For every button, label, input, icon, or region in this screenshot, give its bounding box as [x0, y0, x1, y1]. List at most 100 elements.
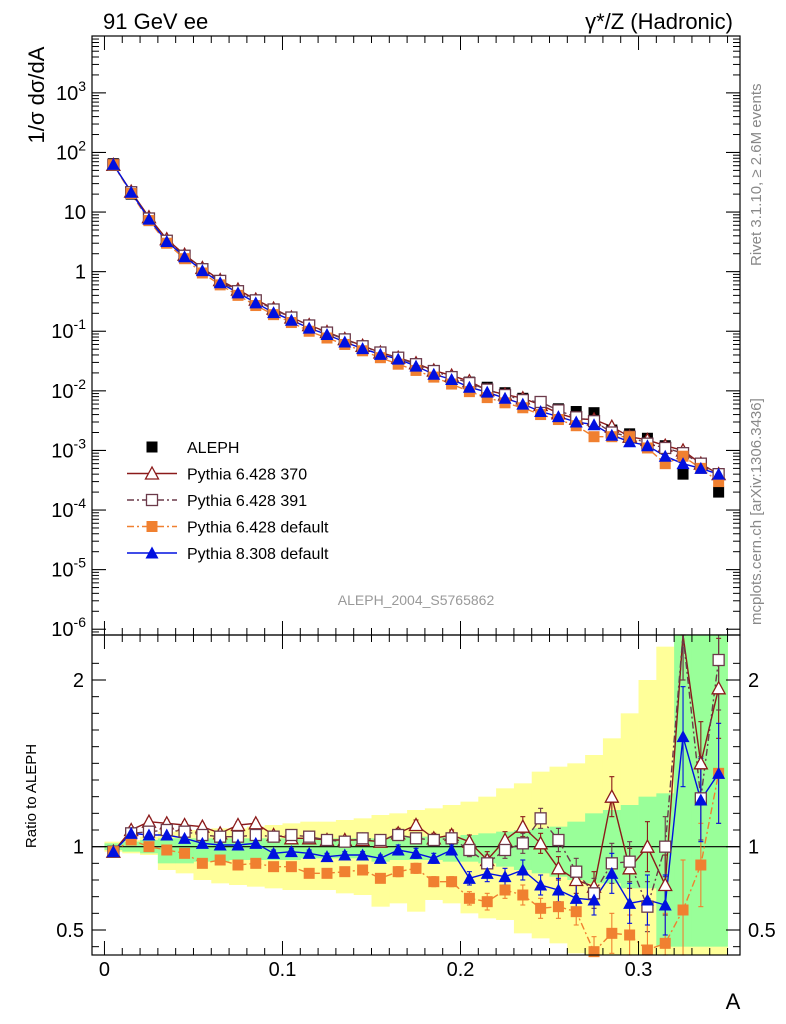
y-tick-label: 10-3: [51, 435, 86, 462]
ratio-point: [712, 766, 726, 779]
main-point: [462, 380, 476, 393]
ratio-point: [498, 843, 512, 857]
ratio-point: [213, 838, 227, 851]
main-point: [231, 286, 245, 299]
ratio-point: [624, 929, 636, 941]
main-ylabel: 1/σ dσ/dA: [24, 46, 49, 143]
ratio-y-tick-label: 0.5: [56, 920, 84, 942]
header-left: 91 GeV ee: [103, 9, 208, 34]
ratio-point: [499, 884, 511, 896]
ratio-point: [659, 937, 671, 949]
main-panel: 10-6 10-5 10-4 10-3 10-2 10-1 1 10 102 103: [51, 35, 741, 641]
ratio-point: [445, 832, 458, 845]
y-tick-label: 10-6: [51, 614, 86, 641]
main-point: [284, 313, 298, 326]
main-series-line: [112, 164, 719, 475]
ratio-point: [446, 876, 458, 888]
ratio-point: [534, 812, 547, 825]
ratio-point: [373, 851, 387, 864]
legend-marker: [144, 465, 160, 480]
ratio-point: [320, 833, 334, 847]
ratio-point: [569, 891, 583, 904]
ratio-point: [408, 817, 424, 832]
y-tick-label: 103: [56, 78, 86, 105]
ratio-point: [409, 832, 423, 845]
ratio-point: [230, 817, 246, 832]
legend-label: Pythia 8.308 default: [187, 546, 329, 563]
ratio-point: [517, 889, 529, 901]
main-point: [516, 397, 530, 410]
ratio-point: [268, 861, 280, 873]
main-point: [694, 461, 708, 474]
ratio-point: [639, 838, 656, 853]
main-point: [713, 486, 725, 498]
main-point: [677, 450, 689, 462]
ratio-point: [570, 865, 583, 878]
ratio-point: [605, 866, 619, 879]
main-point: [587, 418, 601, 431]
main-point: [427, 367, 441, 380]
ratio-point: [463, 843, 476, 857]
ratio-point: [428, 876, 440, 888]
ratio-point: [711, 680, 727, 695]
ratio-point: [623, 855, 636, 868]
ratio-point: [533, 835, 549, 850]
legend: ALEPH Pythia 6.428 370 Pythia 6.428 391 Pyt…: [127, 440, 329, 563]
stat-band-segment: [674, 635, 693, 947]
ratio-point: [515, 818, 531, 833]
main-point: [249, 296, 263, 309]
ratio-point: [284, 845, 298, 858]
ratio-y-tick-label: 1: [748, 837, 759, 859]
ratio-point: [338, 835, 351, 848]
ratio-point: [285, 861, 297, 873]
ratio-point: [480, 866, 494, 879]
ratio-point: [178, 831, 192, 844]
ratio-point: [604, 788, 620, 803]
ratio-frame: [91, 634, 741, 956]
ratio-point: [303, 830, 316, 843]
ratio-point: [141, 813, 157, 828]
main-point: [195, 264, 209, 277]
ratio-point: [427, 833, 440, 847]
ratio-point: [409, 846, 423, 859]
main-point: [605, 428, 619, 441]
legend-label: ALEPH: [187, 440, 239, 457]
ratio-point: [552, 901, 564, 913]
ratio-point: [640, 893, 654, 906]
main-point: [498, 391, 512, 404]
ratio-point: [106, 845, 120, 858]
main-point: [569, 415, 583, 428]
main-point: [106, 157, 120, 170]
ratio-point: [535, 902, 547, 914]
ratio-point: [516, 863, 530, 876]
ratio-point: [551, 883, 565, 896]
ratio-point: [142, 828, 156, 841]
ratio-point: [587, 893, 601, 906]
ratio-point: [195, 836, 209, 849]
ratio-point: [267, 846, 281, 859]
main-series-line: [112, 164, 719, 475]
y-tick-label: 102: [56, 137, 86, 164]
ratio-point: [338, 848, 352, 861]
y-tick-label: 10-5: [51, 555, 86, 582]
ratio-point: [658, 898, 672, 911]
side-text-group: Rivet 3.1.10, ≥ 2.6M events mcplots.cern…: [748, 84, 765, 626]
main-point: [356, 342, 370, 355]
ratio-point: [676, 730, 690, 743]
ratio-point: [143, 841, 155, 853]
ratio-point: [374, 833, 387, 847]
ratio-point: [392, 828, 405, 842]
ratio-point: [321, 867, 333, 879]
ratio-point: [534, 878, 548, 891]
main-point: [338, 335, 352, 348]
main-point: [124, 185, 138, 198]
legend-label: Pythia 6.428 391: [187, 493, 307, 510]
main-point: [391, 352, 405, 365]
ratio-point: [695, 859, 707, 871]
ratio-point: [550, 860, 567, 875]
legend-marker: [145, 546, 159, 559]
main-point: [267, 306, 281, 319]
ratio-point: [339, 866, 351, 878]
main-point: [588, 431, 600, 443]
